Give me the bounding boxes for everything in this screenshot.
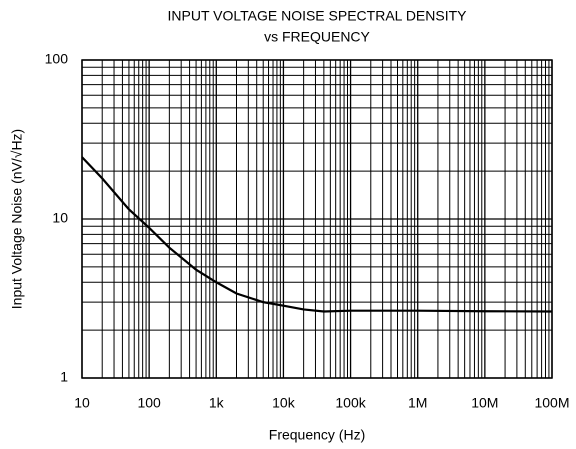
data-line	[81, 156, 553, 313]
x-axis-label: Frequency (Hz)	[269, 427, 365, 443]
y-tick-label: 100	[45, 51, 69, 67]
y-axis-label: Input Voltage Noise (nV/√Hz)	[9, 129, 25, 309]
x-tick-label: 10M	[471, 395, 498, 411]
x-tick-label: 1k	[209, 395, 225, 411]
y-tick-label: 1	[60, 369, 68, 385]
x-tick-label: 100M	[534, 395, 569, 411]
chart-subtitle: vs FREQUENCY	[264, 29, 370, 45]
chart-title: INPUT VOLTAGE NOISE SPECTRAL DENSITY	[168, 8, 468, 24]
x-tick-label: 10k	[272, 395, 296, 411]
plot-frame	[81, 59, 553, 379]
x-tick-label: 100	[137, 395, 161, 411]
x-tick-label: 10	[74, 395, 90, 411]
y-tick-label: 10	[52, 210, 68, 226]
x-tick-label: 1M	[408, 395, 427, 411]
x-tick-label: 100k	[335, 395, 366, 411]
